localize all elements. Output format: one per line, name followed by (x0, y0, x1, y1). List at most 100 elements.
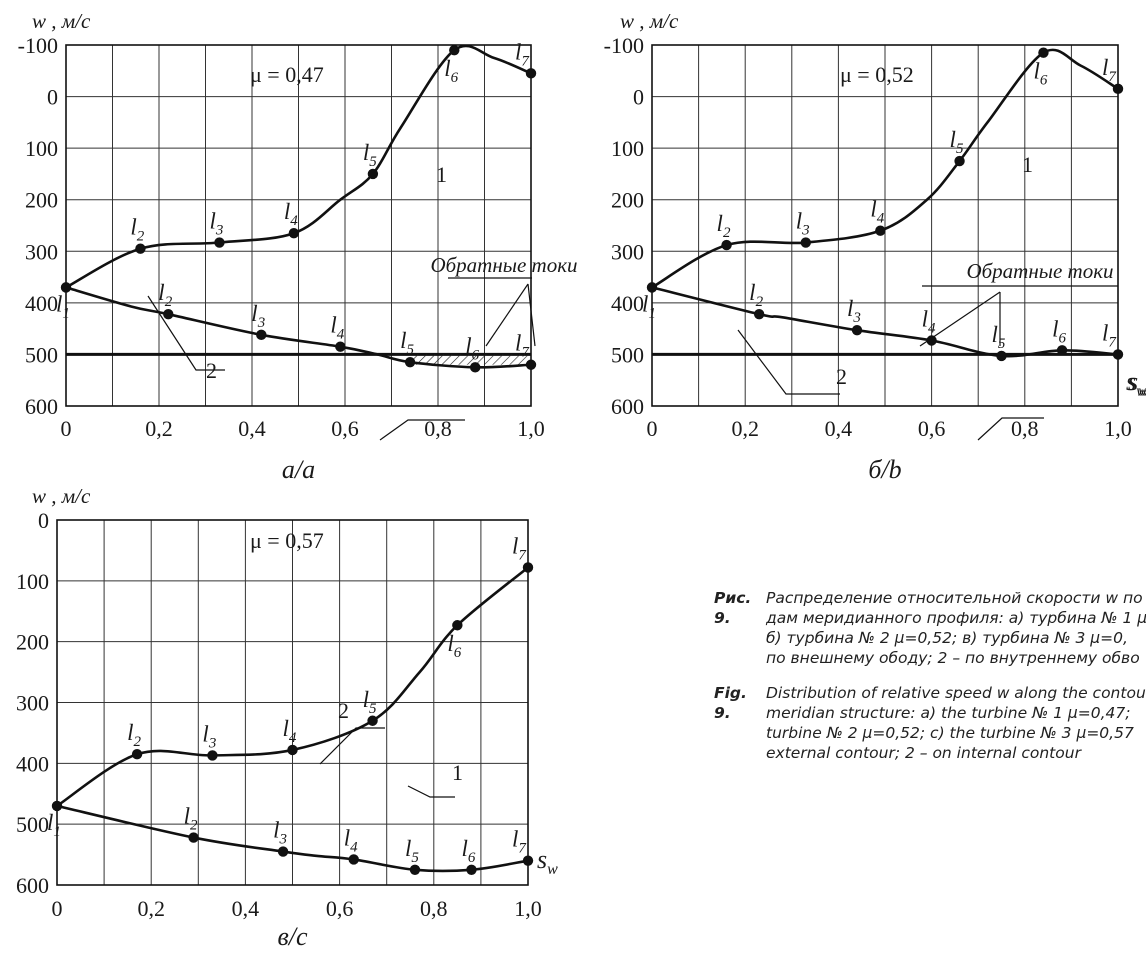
point-label: l3 (847, 296, 861, 326)
y-axis-label: w , м/с (32, 484, 91, 508)
series-1-point (1038, 47, 1049, 58)
reverse-flow-label: Обратные токи (966, 259, 1113, 283)
y-tick-label: 400 (16, 751, 49, 776)
x-tick-label: 0,8 (1011, 416, 1039, 441)
series-1-point (1112, 83, 1124, 95)
series-2-point (996, 350, 1007, 362)
point-label: l5 (992, 322, 1006, 352)
x-tick-label: 0,4 (238, 416, 266, 441)
series-2-key: 2 (836, 364, 847, 389)
caption-en-line: external contour; 2 – on internal contou… (766, 743, 1081, 762)
series-2-point (277, 846, 289, 857)
series-2-leader (319, 727, 385, 765)
plot-frame (65, 44, 532, 407)
point-label: l2 (127, 720, 141, 750)
mu-annotation: μ = 0,47 (250, 62, 324, 87)
series-1-point (207, 750, 218, 761)
reverse-flow-label: Обратные токи (430, 253, 577, 277)
x-tick-label: 1,0 (517, 416, 545, 441)
series-1-line (651, 48, 1119, 289)
y-tick-label: 600 (16, 873, 49, 898)
point-label: l1 (56, 291, 70, 321)
series-2-point (470, 362, 481, 373)
series-2-point (163, 309, 174, 320)
point-label: l4 (283, 716, 297, 746)
y-tick-label: 500 (16, 812, 49, 837)
point-label: l5 (405, 836, 419, 866)
series-1-line (65, 44, 532, 289)
point-label: l6 (444, 56, 458, 86)
y-tick-label: 600 (25, 394, 58, 419)
series-2-key: 2 (338, 698, 349, 723)
figure-caption: Рис. 9. Распределение относительной скор… (714, 588, 1146, 777)
point-label: l7 (512, 827, 527, 857)
series-2-key: 2 (206, 358, 217, 383)
x-tick-label: 0,4 (825, 416, 853, 441)
series-1-leader (379, 419, 465, 441)
series-2-point (646, 282, 658, 293)
x-axis-label: sw (537, 845, 558, 878)
y-tick-label: 400 (611, 291, 644, 316)
y-axis-label: w , м/с (32, 9, 91, 33)
point-label: l7 (512, 533, 527, 563)
series-2-point (926, 335, 937, 346)
series-2-leader (147, 295, 225, 371)
x-tick-label: 0 (52, 896, 63, 921)
y-tick-label: 300 (611, 239, 644, 264)
series-1-point (522, 562, 534, 573)
series-1-point (131, 749, 143, 760)
caption-en-line: meridian structure: a) the turbine № 1 μ… (766, 703, 1131, 722)
series-1-key: 1 (1022, 152, 1033, 177)
mu-annotation: μ = 0,57 (250, 528, 324, 553)
series-1-point (525, 68, 537, 79)
caption-en-text: Distribution of relative speed w along t… (766, 683, 1146, 764)
caption-ru: Рис. 9. Распределение относительной скор… (714, 588, 1146, 669)
point-label: l3 (796, 209, 810, 239)
point-label: l1 (642, 291, 656, 321)
series-1-point (452, 620, 463, 631)
panel-label: а/a (282, 455, 315, 484)
y-tick-label: 100 (611, 136, 644, 161)
y-tick-label: 100 (25, 136, 58, 161)
point-label: l4 (330, 313, 344, 343)
y-tick-label: 500 (611, 342, 644, 367)
point-label: l3 (202, 721, 216, 751)
y-tick-label: 300 (25, 239, 58, 264)
point-label: l4 (344, 825, 358, 855)
point-label: l4 (870, 197, 884, 227)
series-2-point (466, 864, 477, 875)
x-tick-label: 0,2 (137, 896, 165, 921)
x-tick-label: 1,0 (1104, 416, 1132, 441)
caption-ru-text: Распределение относительной скорости w п… (766, 588, 1146, 669)
y-tick-label: -100 (604, 33, 644, 58)
point-label: l5 (950, 127, 964, 157)
y-tick-label: 500 (25, 342, 58, 367)
y-tick-label: 200 (16, 630, 49, 655)
series-2-point (525, 359, 537, 370)
series-1-point (135, 243, 146, 254)
point-label: l6 (447, 631, 461, 661)
reverse-flow-arrow (919, 291, 1001, 347)
point-label: l4 (922, 307, 936, 337)
point-label: l4 (284, 199, 298, 229)
series-2-point (51, 800, 63, 812)
series-2-point (404, 356, 416, 368)
series-2-point (409, 864, 421, 875)
caption-ru-line: б) турбина № 2 μ=0,52; в) турбина № 3 μ=… (766, 629, 1128, 648)
series-2-point (188, 832, 199, 843)
series-2-point (60, 282, 72, 293)
series-2-point (753, 309, 765, 320)
series-1-point (287, 744, 298, 756)
y-tick-label: -100 (18, 33, 58, 58)
y-tick-label: 0 (47, 85, 58, 110)
series-1-point (875, 225, 886, 236)
series-1-key: 1 (452, 760, 463, 785)
series-2-point (256, 329, 267, 341)
series-1-point (800, 237, 811, 248)
y-axis-label: w , м/с (620, 9, 679, 33)
caption-en-line: turbine № 2 μ=0,52; c) the turbine № 3 μ… (766, 723, 1134, 742)
series-1-point (954, 155, 965, 167)
caption-ru-line: дам меридианного профиля: а) турбина № 1… (766, 609, 1146, 628)
point-label: l2 (749, 280, 763, 310)
